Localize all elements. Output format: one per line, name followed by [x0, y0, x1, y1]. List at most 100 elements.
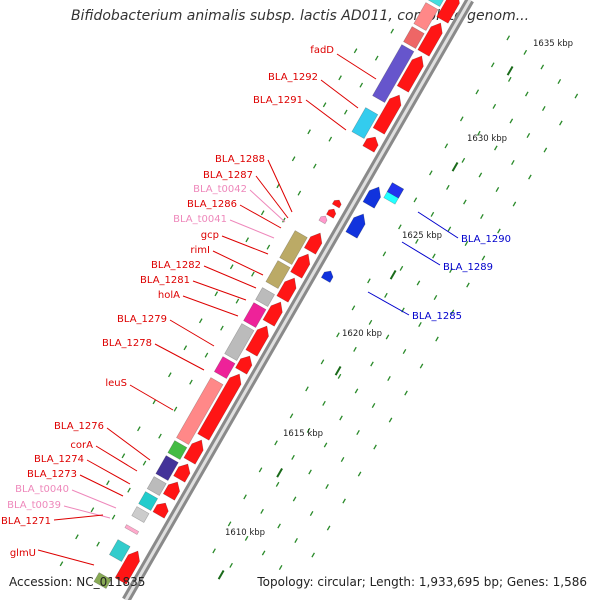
scale-dot [524, 91, 529, 97]
gene-label-BLA_1278[interactable]: BLA_1278 [102, 338, 152, 349]
cds-forward-block[interactable] [290, 251, 314, 279]
scale-dot [477, 130, 481, 136]
cds-forward-block[interactable] [114, 548, 143, 585]
cds-forward-block[interactable] [417, 20, 446, 57]
feature-block[interactable] [131, 506, 150, 523]
cds-reverse-block[interactable] [345, 211, 369, 239]
cds-forward-block[interactable] [197, 371, 245, 441]
cds-reverse-block[interactable] [362, 184, 385, 209]
tick-label-1610: 1610 kbp [225, 528, 265, 538]
gene-label-BLA_t0039[interactable]: BLA_t0039 [7, 500, 61, 511]
feature-block[interactable] [279, 230, 308, 265]
gene-label-leuS[interactable]: leuS [105, 378, 127, 389]
cds-forward-block[interactable] [362, 134, 381, 153]
feature-block[interactable] [124, 524, 140, 535]
gene-label-BLA_1279[interactable]: BLA_1279 [117, 314, 167, 325]
tick-label-1620: 1620 kbp [342, 329, 382, 339]
cds-reverse-block[interactable] [320, 268, 335, 283]
tick-label-1625: 1625 kbp [402, 231, 442, 241]
feature-block[interactable] [243, 302, 267, 328]
gene-label-BLA_1274[interactable]: BLA_1274 [34, 454, 84, 465]
feature-block[interactable] [413, 2, 439, 31]
leader-BLA_t0039 [63, 505, 111, 519]
gene-label-BLA_1286[interactable]: BLA_1286 [187, 199, 237, 210]
gene-label-fadD[interactable]: fadD [310, 45, 334, 56]
feature-block[interactable] [265, 260, 291, 289]
gene-label-glmU[interactable]: glmU [10, 548, 36, 559]
gene-label-BLA_1285[interactable]: BLA_1285 [412, 311, 462, 322]
feature-block[interactable] [224, 323, 255, 361]
scale-dot [415, 238, 419, 244]
gene-label-BLA_t0040[interactable]: BLA_t0040 [15, 484, 69, 495]
gene-label-BLA_1276[interactable]: BLA_1276 [54, 421, 104, 432]
feature-block[interactable] [351, 107, 379, 139]
feature-block[interactable] [386, 182, 405, 199]
scale-dot [464, 240, 469, 246]
cds-forward-block[interactable] [331, 198, 342, 209]
feature-block[interactable] [138, 491, 159, 511]
scale-dot [387, 375, 391, 381]
trna-block[interactable] [318, 214, 329, 225]
gene-label-BLA_1281[interactable]: BLA_1281 [140, 275, 190, 286]
scale-dot [506, 35, 511, 41]
feature-block[interactable] [372, 44, 415, 103]
gene-label-BLA_1271[interactable]: BLA_1271 [1, 516, 51, 527]
scale-dot [309, 510, 314, 516]
scale-dot [542, 105, 546, 111]
gene-label-BLA_1287[interactable]: BLA_1287 [203, 170, 253, 181]
cds-forward-block[interactable] [372, 92, 405, 135]
cds-forward-block[interactable] [152, 500, 171, 519]
gene-label-BLA_1292[interactable]: BLA_1292 [268, 72, 318, 83]
feature-block[interactable] [93, 572, 112, 589]
cds-forward-block[interactable] [235, 353, 255, 375]
cds-forward-block[interactable] [303, 230, 326, 255]
scale-dot [121, 453, 126, 459]
feature-block[interactable] [167, 440, 188, 460]
scale-dot [373, 444, 377, 450]
gene-label-BLA_t0041[interactable]: BLA_t0041 [173, 214, 227, 225]
label-layer: fadD BLA_1292 BLA_1291 BLA_1288 BLA_1287… [1, 45, 511, 566]
cds-forward-block[interactable] [326, 207, 337, 219]
cds-forward-block[interactable] [162, 479, 183, 501]
gene-label-BLA_1288[interactable]: BLA_1288 [215, 154, 265, 165]
scale-dot [183, 345, 188, 351]
cds-forward-block[interactable] [183, 437, 207, 465]
feature-block[interactable] [108, 539, 131, 562]
scale-dot [359, 82, 364, 88]
gene-label-BLA_1290[interactable]: BLA_1290 [461, 234, 511, 245]
leader-gcp [221, 235, 269, 255]
gene-label-gcp[interactable]: gcp [201, 230, 219, 241]
cds-forward-block[interactable] [436, 0, 464, 24]
scale-dot [399, 265, 404, 271]
gene-label-BLA_1289[interactable]: BLA_1289 [443, 262, 493, 273]
gene-label-holA[interactable]: holA [158, 290, 180, 301]
tick-layer [59, 28, 579, 580]
scale-dot [512, 201, 517, 207]
cds-forward-block[interactable] [396, 53, 427, 93]
feature-block[interactable] [155, 455, 179, 481]
gene-label-BLA_t0042[interactable]: BLA_t0042 [193, 184, 247, 195]
major-tick [217, 569, 225, 580]
cds-forward-block[interactable] [262, 299, 286, 327]
feature-block[interactable] [176, 377, 224, 445]
feature-block[interactable] [403, 26, 425, 49]
cds-forward-block[interactable] [276, 275, 300, 303]
feature-block[interactable] [255, 287, 276, 307]
leader-BLA_1286 [239, 204, 282, 229]
gene-label-BLA_1291[interactable]: BLA_1291 [253, 95, 303, 106]
feature-block[interactable] [427, 0, 451, 7]
leader-BLA_1282 [203, 265, 257, 289]
scale-dot [559, 120, 563, 126]
major-tick [276, 467, 283, 478]
scale-dot [382, 251, 387, 257]
feature-block[interactable] [213, 356, 236, 379]
gene-label-BLA_1282[interactable]: BLA_1282 [151, 260, 201, 271]
cds-forward-block[interactable] [173, 461, 194, 483]
cds-forward-block[interactable] [245, 323, 273, 357]
gene-label-corA[interactable]: corA [70, 440, 93, 451]
feature-block[interactable] [146, 476, 167, 496]
gene-label-rimI[interactable]: rimI [190, 245, 210, 256]
gene-label-BLA_1273[interactable]: BLA_1273 [27, 469, 77, 480]
leader-BLA_t0041 [229, 219, 275, 239]
scale-dot [313, 163, 317, 169]
